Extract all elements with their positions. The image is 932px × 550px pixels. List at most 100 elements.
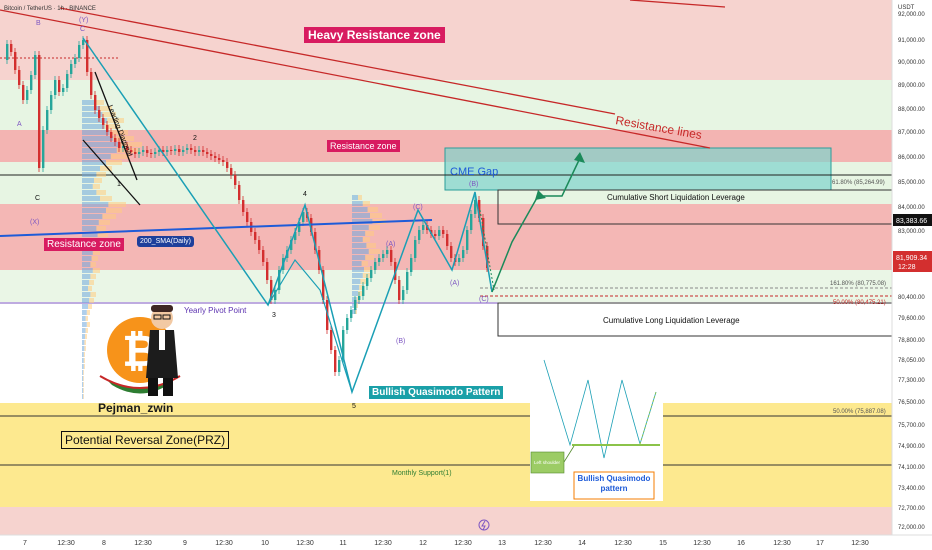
volume-bar-left-up xyxy=(91,256,98,261)
price-tick-label: 74,100.00 xyxy=(898,465,925,471)
sma-label: 200_SMA(Daily) xyxy=(137,236,194,247)
volume-bar-left xyxy=(82,388,84,393)
candle-body xyxy=(482,218,485,246)
wave-4: 4 xyxy=(303,191,307,198)
volume-bar-left xyxy=(82,100,96,105)
candle-body xyxy=(302,212,305,222)
wave-a-right: (A) xyxy=(450,280,459,287)
volume-bar-mid xyxy=(352,237,363,242)
time-tick-label: 9 xyxy=(183,540,187,547)
candle-body xyxy=(178,149,181,152)
volume-bar-mid-up xyxy=(355,303,358,308)
lightning-icon[interactable] xyxy=(478,519,490,531)
candle-body xyxy=(118,142,121,148)
volume-bar-mid-up xyxy=(368,225,380,230)
green-band-top xyxy=(0,80,892,130)
volume-bar-left xyxy=(82,358,84,363)
volume-bar-left xyxy=(82,280,90,285)
volume-bar-left-up xyxy=(96,172,106,177)
candle-body xyxy=(78,45,81,58)
volume-bar-left-up xyxy=(88,286,92,291)
volume-bar-left xyxy=(82,124,105,129)
candle-body xyxy=(298,222,301,232)
volume-bar-left xyxy=(82,274,91,279)
wave-c-left: C xyxy=(35,195,40,202)
volume-bar-mid xyxy=(352,231,366,236)
price-badge-level1 xyxy=(893,214,932,226)
candle-body xyxy=(158,150,161,152)
volume-bar-left-up xyxy=(85,334,87,339)
volume-bar-left-up xyxy=(83,382,84,387)
time-tick-label: 15 xyxy=(659,540,667,547)
price-tick-label: 92,000.00 xyxy=(898,12,925,18)
time-tick-label: 12:30 xyxy=(454,540,472,547)
volume-bar-left-up xyxy=(104,124,120,129)
volume-bar-left xyxy=(82,148,117,153)
volume-bar-mid xyxy=(352,291,358,296)
candle-body xyxy=(142,150,145,152)
heavy-resistance-label: Heavy Resistance zone xyxy=(304,27,445,43)
time-tick-label: 14 xyxy=(578,540,586,547)
candle-body xyxy=(70,64,73,74)
candle-body xyxy=(146,150,149,153)
candle-body xyxy=(94,95,97,110)
candle-body xyxy=(222,160,225,162)
candle-body xyxy=(186,148,189,150)
volume-bar-left xyxy=(82,166,100,171)
wave-b-left: B xyxy=(36,20,41,27)
volume-bar-left-up xyxy=(95,100,104,105)
candle-body xyxy=(442,230,445,234)
volume-bar-mid-up xyxy=(361,261,368,266)
volume-bar-mid-up xyxy=(364,267,372,272)
time-axis[interactable] xyxy=(0,535,932,550)
volume-bar-left-up xyxy=(96,190,106,195)
candle-body xyxy=(314,232,317,250)
volume-bar-mid-up xyxy=(358,291,362,296)
volume-bar-left-up xyxy=(92,268,100,273)
inset-illustration xyxy=(530,349,663,501)
volume-bar-mid-up xyxy=(362,273,370,278)
volume-bar-mid xyxy=(352,195,358,200)
volume-bar-left-up xyxy=(108,202,126,207)
volume-bar-mid xyxy=(352,279,361,284)
volume-bar-left xyxy=(82,172,97,177)
volume-bar-left-up xyxy=(86,310,90,315)
time-tick-label: 8 xyxy=(102,540,106,547)
candle-body xyxy=(50,95,53,110)
candle-body xyxy=(418,230,421,240)
candle-body xyxy=(330,330,333,350)
green-band-low xyxy=(0,270,892,302)
price-tick-label: 78,800.00 xyxy=(898,338,925,344)
price-tick-label: 78,050.00 xyxy=(898,358,925,364)
price-tick-label: 87,000.00 xyxy=(898,130,925,136)
candle-body xyxy=(66,74,69,88)
candle-body xyxy=(350,310,353,318)
time-tick-label: 12:30 xyxy=(57,540,75,547)
candle-body xyxy=(150,153,153,154)
candle-body xyxy=(274,290,277,300)
wave-2: 2 xyxy=(193,135,197,142)
volume-bar-mid xyxy=(352,267,364,272)
candle-body xyxy=(10,44,13,52)
author-name: Pejman_zwin xyxy=(98,401,173,415)
time-tick-label: 12:30 xyxy=(296,540,314,547)
short-liq-label: Cumulative Short Liquidation Leverage xyxy=(607,193,745,202)
volume-bar-left-up xyxy=(83,394,84,399)
price-axis-ticks: 92,000.00 91,000.00 90,000.00 89,000.00 88,0… xyxy=(898,12,925,531)
resistance-line-1 xyxy=(0,9,711,149)
volume-bar-mid-up xyxy=(367,207,378,212)
volume-bar-left-up xyxy=(84,346,86,351)
inset-title: Bullish Quasimodo pattern xyxy=(577,474,651,493)
time-tick-label: 12:30 xyxy=(134,540,152,547)
volume-bar-left xyxy=(82,106,100,111)
resistance-line-2 xyxy=(59,7,616,115)
candle-body xyxy=(202,150,205,152)
candle-body xyxy=(58,80,61,92)
candle-body xyxy=(238,185,241,200)
volume-bar-mid xyxy=(352,273,363,278)
candle-body xyxy=(258,240,261,250)
candle-body xyxy=(434,234,437,236)
fib-1618-label: 161.80% (80,775.08) xyxy=(830,281,886,287)
candle-body xyxy=(206,152,209,154)
